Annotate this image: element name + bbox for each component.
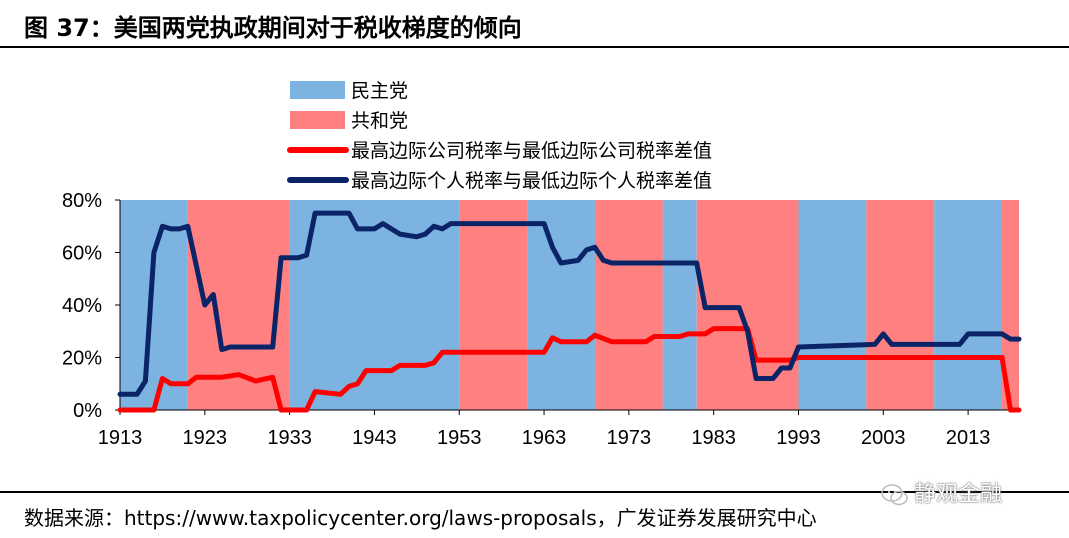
series-line-1: [117, 210, 1022, 397]
header: 图 37：美国两党执政期间对于税收梯度的倾向: [0, 0, 1069, 48]
party-band-3: [459, 200, 528, 410]
legend-label-0: 民主党: [351, 80, 408, 102]
party-band-2: [289, 200, 460, 410]
party-band-6: [662, 200, 697, 410]
legend-swatch-1: [290, 111, 345, 129]
x-tick-labels: 1913 1923 1933 1943 1953 1963 1973 1983 1993 2003…: [98, 427, 991, 449]
legend-label-1: 共和党: [351, 110, 408, 132]
axes: [115, 199, 1019, 415]
party-band-11: [1002, 200, 1019, 410]
legend-swatch-0: [290, 81, 345, 99]
party-band-7: [696, 200, 799, 410]
y-tick-labels: 0% 20% 40% 60% 80%: [62, 190, 102, 422]
y-tick-label-1: 20%: [62, 348, 102, 370]
y-tick-label-2: 40%: [62, 295, 102, 317]
party-band-8: [798, 200, 867, 410]
watermark: 静观金融: [880, 476, 1002, 508]
y-tick-label-0: 0%: [73, 400, 102, 422]
y-tick-label-3: 60%: [62, 243, 102, 265]
x-tick-label-2: 1933: [267, 427, 312, 449]
party-period-bands: [120, 200, 1019, 410]
wechat-icon: [881, 484, 908, 506]
x-tick-label-10: 2013: [946, 427, 991, 449]
x-tick-label-8: 1993: [776, 427, 821, 449]
party-band-5: [594, 200, 663, 410]
x-tick-label-0: 1913: [98, 427, 143, 449]
series-lines: [117, 210, 1022, 413]
top-divider: [0, 46, 1069, 48]
source-text: https://www.taxpolicycenter.org/laws-pro…: [124, 506, 817, 530]
party-band-4: [527, 200, 595, 410]
chart: 0%20%40%60%80% 1913 1923 1933 1943 1953 1963 1…: [62, 80, 1022, 449]
legend-label-2: 最高边际公司税率与最低边际公司税率差值: [351, 140, 712, 162]
page-title: 图 37：美国两党执政期间对于税收梯度的倾向: [24, 14, 522, 42]
bottom-divider: [0, 491, 1069, 493]
y-tick-label-4: 80%: [62, 190, 102, 212]
legend-label-3: 最高边际个人税率与最低边际个人税率差值: [351, 170, 712, 192]
x-tick-label-3: 1943: [352, 427, 397, 449]
party-band-0: [120, 200, 188, 410]
x-tick-label-6: 1973: [607, 427, 652, 449]
watermark-text: 静观金融: [914, 482, 1003, 507]
party-band-9: [866, 200, 935, 410]
x-tick-label-1: 1923: [183, 427, 228, 449]
x-tick-label-9: 2003: [861, 427, 906, 449]
x-tick-label-5: 1963: [522, 427, 567, 449]
source-label: 数据来源：: [24, 506, 124, 530]
legend: 民主党共和党最高边际公司税率与最低边际公司税率差值最高边际个人税率与最低边际个人…: [287, 80, 712, 192]
x-tick-label-7: 1983: [691, 427, 736, 449]
x-tick-label-4: 1953: [437, 427, 482, 449]
party-band-10: [934, 200, 1003, 410]
source-note: 数据来源：https://www.taxpolicycenter.org/law…: [24, 502, 817, 531]
series-line-0: [117, 326, 1022, 413]
